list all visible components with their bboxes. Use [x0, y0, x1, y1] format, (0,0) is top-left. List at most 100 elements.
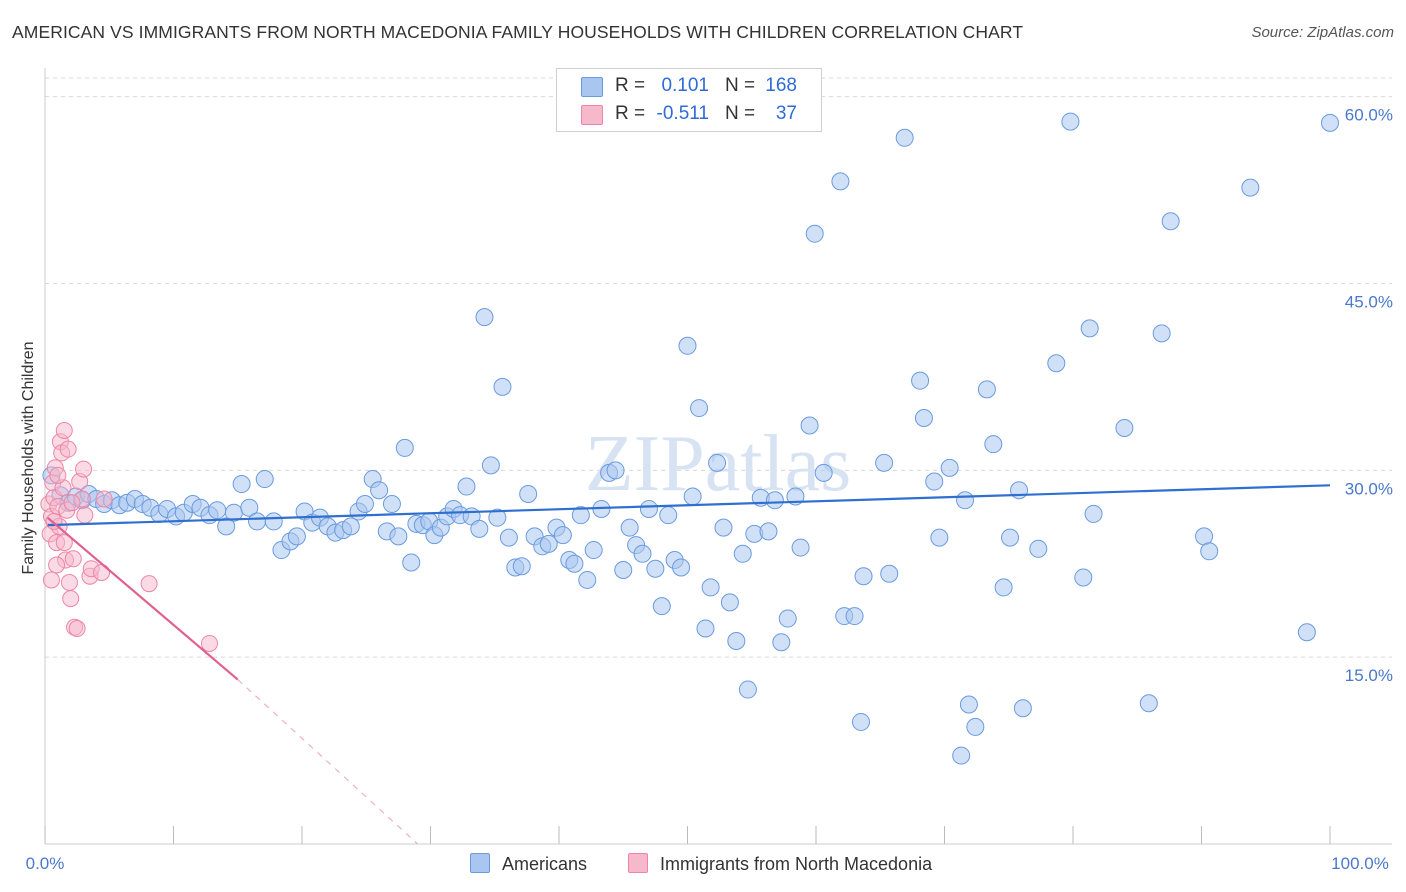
americans-point: [370, 481, 389, 500]
americans-point: [759, 522, 778, 541]
americans-point: [765, 491, 784, 510]
immigrants-points: [40, 421, 218, 652]
americans-point: [232, 475, 251, 494]
y-tick-label: 15.0%: [1345, 666, 1393, 685]
americans-point: [1013, 699, 1032, 718]
americans-trend-line: [47, 484, 1331, 527]
americans-point: [1297, 623, 1316, 642]
americans-point: [845, 607, 864, 626]
americans-points: [42, 112, 1339, 765]
americans-point: [1080, 319, 1099, 338]
americans-point: [606, 461, 625, 480]
americans-point: [457, 477, 476, 496]
legend-label: Americans: [502, 854, 588, 874]
americans-point: [738, 680, 757, 699]
americans-point: [952, 746, 971, 765]
americans-point: [402, 553, 421, 572]
americans-point: [652, 597, 671, 616]
r-label: R =: [615, 75, 646, 96]
americans-point: [984, 435, 1003, 454]
blue-swatch: [470, 853, 490, 873]
americans-point: [1161, 212, 1180, 231]
r-value: 0.101: [661, 75, 709, 96]
americans-point: [493, 377, 512, 396]
americans-point: [977, 380, 996, 399]
americans-point: [880, 564, 899, 583]
americans-point: [208, 501, 227, 520]
legend-row-americans: R = 0.101 N = 168: [557, 73, 821, 101]
r-value: -0.511: [656, 103, 709, 124]
americans-point: [696, 619, 715, 638]
americans-point: [1061, 112, 1080, 131]
immigrants-trend-line: [46, 516, 239, 681]
americans-point: [708, 453, 727, 472]
americans-point: [620, 518, 639, 537]
americans-point: [831, 172, 850, 191]
americans-point: [614, 560, 633, 579]
americans-point: [690, 399, 709, 418]
americans-point: [672, 558, 691, 577]
americans-point: [727, 631, 746, 650]
americans-point: [1139, 694, 1158, 713]
americans-point: [1321, 113, 1339, 132]
americans-point: [772, 633, 791, 652]
immigrants-point: [76, 506, 94, 524]
americans-point: [1001, 528, 1020, 547]
americans-point: [553, 526, 572, 545]
americans-point: [701, 578, 720, 597]
y-tick-label: 30.0%: [1345, 479, 1393, 498]
americans-point: [539, 534, 558, 553]
americans-point: [925, 472, 944, 491]
immigrants-trend-extension: [237, 679, 419, 845]
americans-point: [733, 544, 752, 563]
americans-point: [255, 470, 274, 489]
chart-title: AMERICAN VS IMMIGRANTS FROM NORTH MACEDO…: [12, 22, 1024, 42]
americans-point: [639, 499, 658, 518]
americans-point: [814, 463, 833, 482]
immigrants-point: [63, 494, 81, 512]
americans-point: [287, 527, 306, 546]
americans-point: [382, 494, 401, 513]
immigrants-point: [140, 575, 158, 593]
americans-point: [683, 487, 702, 506]
n-label: N =: [725, 103, 756, 124]
americans-point: [956, 491, 975, 510]
americans-point: [966, 717, 985, 736]
y-tick-label: 45.0%: [1345, 293, 1393, 312]
grid-lines: [45, 77, 1392, 658]
americans-point: [994, 578, 1013, 597]
immigrants-point: [42, 571, 60, 589]
legend-item-americans: Americans: [470, 853, 587, 875]
immigrants-point: [62, 590, 80, 608]
blue-swatch: [581, 77, 603, 97]
series-legend: Americans Immigrants from North Macedoni…: [0, 851, 1406, 879]
americans-point: [1115, 418, 1134, 437]
americans-point: [341, 517, 360, 536]
americans-point: [519, 485, 538, 504]
americans-point: [911, 371, 930, 390]
legend-label: Immigrants from North Macedonia: [660, 854, 933, 874]
americans-point: [959, 695, 978, 714]
americans-point: [1029, 539, 1048, 558]
legend-item-immigrants: Immigrants from North Macedonia: [628, 853, 932, 875]
immigrants-point: [49, 466, 67, 484]
americans-point: [875, 453, 894, 472]
americans-point: [1084, 504, 1103, 523]
americans-point: [851, 712, 870, 731]
americans-point: [678, 336, 697, 355]
americans-point: [854, 567, 873, 586]
n-label: N =: [725, 75, 756, 96]
legend-row-immigrants: R = -0.511 N = 37: [557, 101, 821, 129]
immigrants-point: [55, 421, 73, 439]
americans-point: [264, 512, 283, 531]
tick-labels: 15.0% 30.0% 45.0% 60.0% 0.0% 100.0%: [26, 106, 1393, 873]
americans-point: [578, 570, 597, 589]
immigrants-point: [60, 573, 78, 591]
americans-point: [1152, 324, 1171, 343]
americans-point: [355, 494, 374, 513]
americans-point: [940, 458, 959, 477]
americans-point: [389, 527, 408, 546]
americans-point: [778, 609, 797, 628]
immigrants-point: [64, 550, 82, 568]
americans-point: [914, 409, 933, 428]
